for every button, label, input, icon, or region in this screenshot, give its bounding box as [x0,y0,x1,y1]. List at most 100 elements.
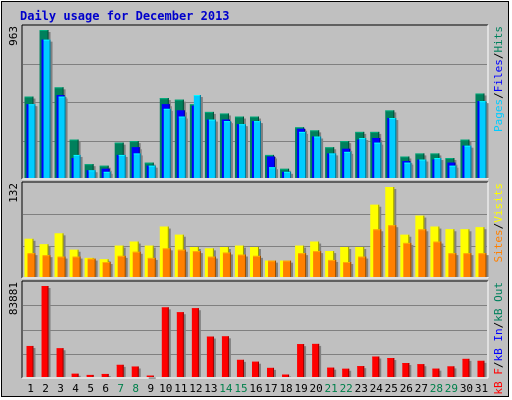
bar-pages-12-edge [199,95,201,178]
bar-pages-8-edge [139,153,141,178]
bar-kbytes-28 [432,368,442,377]
legend-top-part: Files [492,59,505,92]
day-label-26: 26 [400,382,413,395]
bar-visits-31-edge [483,227,485,277]
bar-kbytes-29 [447,366,457,377]
bar-pages-25-body [389,118,397,178]
bar-pages-16-body [253,121,261,178]
bar-sites-17-body [268,260,277,277]
bar-sites-31 [478,253,489,277]
bar-kbytes-9-edge [152,375,154,377]
bar-kbytes-13 [206,336,216,377]
bar-kbytes-2 [41,286,51,377]
bar-sites-25 [388,225,399,277]
bar-sites-5-edge [94,258,96,277]
bar-kbytes-7 [116,364,126,377]
bar-kbytes-3-edge [62,348,64,377]
day-label-25: 25 [385,382,398,395]
bar-sites-19 [298,253,309,277]
bar-kbytes-21-body [327,367,335,377]
day-label-3: 3 [57,382,64,395]
bar-pages-18-body [284,171,292,178]
bar-kbytes-31 [477,360,487,377]
bar-kbytes-18-edge [288,374,290,377]
day-label-11: 11 [174,382,187,395]
bar-kbytes-25-edge [393,358,395,377]
bar-sites-8-edge [139,251,141,277]
bar-pages-29 [449,165,459,178]
y-max-label-2: 132 [7,183,20,203]
bar-kbytes-18 [282,374,292,377]
bar-pages-11-edge [184,116,186,178]
bar-pages-18 [284,171,294,178]
bar-sites-23-edge [365,256,367,277]
bar-kbytes-14-edge [227,336,229,377]
bar-visits-3-edge [62,233,64,277]
day-label-5: 5 [87,382,94,395]
day-label-17: 17 [264,382,277,395]
day-label-18: 18 [279,382,292,395]
day-label-8: 8 [132,382,139,395]
bar-pages-27-edge [425,159,427,178]
bar-sites-21-edge [335,259,337,277]
bar-sites-15-body [237,254,246,277]
bar-sites-1-edge [34,253,36,277]
bar-sites-25-body [388,225,397,277]
day-label-1: 1 [27,382,34,395]
bar-pages-27 [419,159,429,178]
bar-kbytes-12 [191,308,201,377]
bar-sites-14-edge [229,252,231,277]
bar-kbytes-20 [312,343,322,377]
bar-sites-14-body [222,252,231,277]
bar-sites-31-body [478,253,487,277]
bar-pages-11-body [178,116,186,178]
bar-pages-5-body [88,170,96,178]
day-label-12: 12 [189,382,202,395]
bar-sites-10-body [162,248,171,277]
bar-pages-7-body [118,154,126,178]
bar-sites-12-body [192,251,201,277]
bar-kbytes-20-body [312,343,320,377]
bar-pages-12 [193,95,203,178]
bar-kbytes-11-body [176,312,184,377]
day-label-15: 15 [234,382,247,395]
bar-pages-24-edge [380,142,382,178]
bar-kbytes-19 [297,344,307,377]
bar-pages-8 [133,153,143,178]
bar-sites-25-edge [395,225,397,277]
bar-pages-1-edge [34,104,36,178]
bar-kbytes-2-edge [47,286,49,377]
legend-top-part: Hits [492,26,505,53]
bar-pages-14-body [223,121,231,178]
bar-pages-17-body [269,167,277,178]
bar-kbytes-24-body [372,356,380,377]
bar-sites-28 [433,241,444,277]
bar-sites-15-edge [244,254,246,277]
bar-kbytes-16-edge [257,361,259,377]
bar-kbytes-4 [71,373,81,377]
bar-sites-10-edge [169,248,171,277]
bar-pages-20-edge [320,136,322,178]
bar-sites-27-body [418,229,427,277]
bar-sites-5 [87,258,98,277]
day-label-28: 28 [430,382,443,395]
bar-sites-16-edge [259,255,261,277]
legend-top-part: Pages [492,99,505,132]
bar-kbytes-10 [161,307,171,377]
bar-sites-19-body [298,253,307,277]
day-label-21: 21 [325,382,338,395]
bar-kbytes-13-edge [212,336,214,377]
day-label-20: 20 [310,382,323,395]
bar-pages-10-edge [169,108,171,178]
bar-pages-25 [389,118,399,178]
bar-sites-7-body [117,255,126,277]
bar-pages-25-edge [395,118,397,178]
bar-pages-1 [28,104,38,178]
bar-sites-24 [373,229,384,277]
bar-visits-29-edge [453,229,455,277]
day-label-19: 19 [294,382,307,395]
bar-kbytes-1 [26,345,36,377]
bar-visits-30-edge [468,229,470,277]
bar-sites-16 [252,255,263,277]
